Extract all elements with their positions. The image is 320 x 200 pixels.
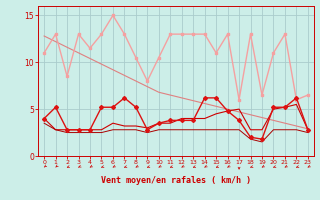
X-axis label: Vent moyen/en rafales ( km/h ): Vent moyen/en rafales ( km/h ) — [101, 176, 251, 185]
